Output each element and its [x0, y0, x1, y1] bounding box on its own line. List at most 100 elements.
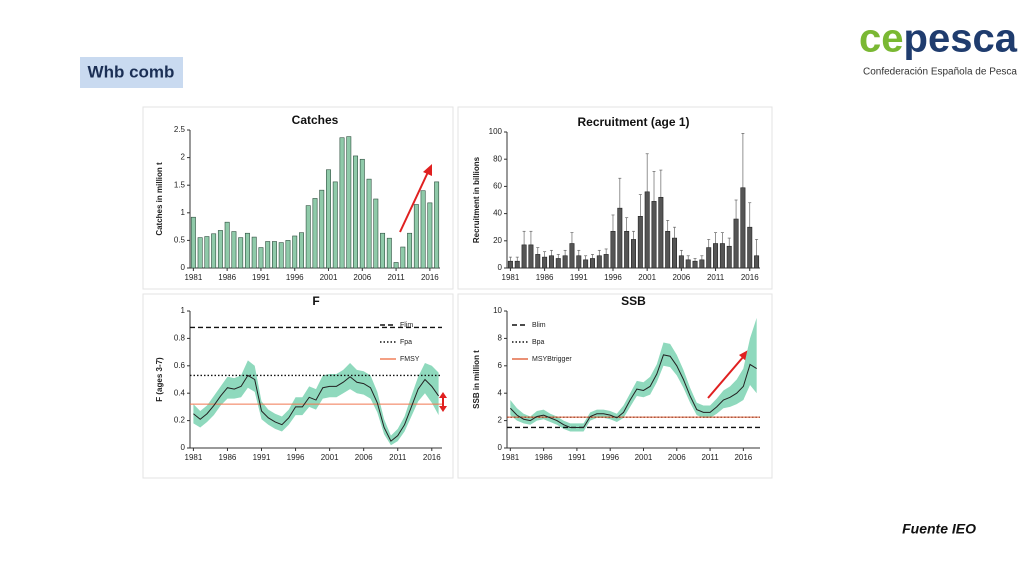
- bar: [747, 226, 753, 269]
- bar: [258, 247, 264, 269]
- bar: [366, 178, 372, 269]
- legend-label: FMSY: [400, 356, 420, 363]
- bar: [407, 232, 413, 269]
- x-tick-label: 2001: [321, 453, 339, 462]
- y-tick-label: 0.2: [174, 416, 186, 425]
- bar: [528, 244, 534, 269]
- bar: [420, 190, 426, 269]
- x-tick-label: 1996: [604, 273, 622, 282]
- bar: [555, 258, 561, 269]
- bar: [285, 240, 291, 269]
- legend-label: Fpa: [400, 339, 412, 346]
- legend-label: Bpa: [532, 339, 545, 346]
- x-tick-label: 1986: [535, 453, 553, 462]
- x-tick-label: 2001: [638, 273, 656, 282]
- panel: [142, 293, 454, 479]
- x-tick-label: 1986: [536, 273, 554, 282]
- arrow-head: [439, 406, 447, 412]
- bar: [319, 189, 325, 269]
- x-tick-label: 1981: [185, 453, 203, 462]
- logo: cepesca: [859, 17, 1018, 61]
- y-tick-label: 1: [181, 208, 186, 217]
- bar: [244, 232, 250, 269]
- bar: [271, 241, 277, 269]
- bar: [521, 244, 527, 269]
- y-tick-label: 1: [181, 306, 186, 315]
- x-tick-label: 2001: [320, 273, 338, 282]
- y-tick-label: 0.4: [174, 388, 186, 397]
- y-tick-label: 0: [498, 443, 503, 452]
- bar: [706, 247, 712, 269]
- bar: [583, 259, 589, 269]
- bar: [754, 255, 760, 269]
- charts: [142, 106, 773, 479]
- bar: [359, 158, 365, 269]
- y-tick-label: 0.8: [174, 334, 186, 343]
- bar: [353, 155, 359, 269]
- title-box: [80, 57, 183, 88]
- y-tick-label: 10: [493, 306, 502, 315]
- x-tick-label: 2006: [672, 273, 690, 282]
- x-tick-label: 1991: [568, 453, 586, 462]
- y-tick-label: 60: [493, 182, 502, 191]
- x-tick-label: 1981: [502, 273, 520, 282]
- y-axis-label: SSB in million t: [472, 350, 481, 409]
- bar: [576, 255, 582, 269]
- y-tick-label: 0: [181, 263, 186, 272]
- y-tick-label: 2: [498, 416, 503, 425]
- bar: [211, 233, 217, 269]
- bar: [719, 243, 725, 269]
- bar: [733, 218, 739, 269]
- bar: [603, 254, 609, 269]
- source: Fuente IEO: [902, 521, 976, 537]
- x-tick-label: 1986: [218, 273, 236, 282]
- bar: [617, 207, 623, 269]
- bar: [380, 232, 386, 269]
- x-tick-label: 2016: [423, 453, 441, 462]
- bar: [427, 202, 433, 269]
- trend-arrow: [399, 171, 429, 233]
- x-tick-label: 2006: [668, 453, 686, 462]
- bar: [713, 243, 719, 269]
- panel: [457, 293, 773, 479]
- y-axis-label: F (ages 3-7): [155, 357, 164, 402]
- y-tick-label: 80: [493, 154, 502, 163]
- x-tick-label: 1981: [184, 273, 202, 282]
- bar: [326, 169, 331, 269]
- slide-title: Whb comb: [88, 62, 175, 81]
- y-tick-label: 8: [498, 334, 503, 343]
- bar: [740, 187, 746, 269]
- chart-title: Recruitment (age 1): [577, 115, 689, 129]
- bar: [434, 181, 440, 269]
- y-axis-label: Recruitment in billions: [472, 156, 481, 243]
- bar: [562, 255, 568, 269]
- x-tick-label: 2016: [741, 273, 759, 282]
- bar: [346, 136, 352, 269]
- chart-title: Catches: [292, 113, 339, 127]
- bar: [535, 254, 541, 269]
- bar: [542, 256, 548, 269]
- bar: [507, 260, 513, 269]
- bar: [204, 236, 210, 269]
- y-tick-label: 0.6: [174, 361, 186, 370]
- x-tick-label: 2001: [635, 453, 653, 462]
- bar: [685, 259, 691, 269]
- bar: [190, 216, 196, 269]
- y-tick-label: 2.5: [174, 125, 186, 134]
- bar: [624, 230, 630, 269]
- y-tick-label: 0: [181, 443, 186, 452]
- x-tick-label: 1996: [287, 453, 305, 462]
- x-tick-label: 2006: [353, 273, 371, 282]
- y-tick-label: 20: [493, 236, 502, 245]
- bar: [305, 205, 311, 269]
- arrow-head: [423, 164, 432, 176]
- bar: [386, 237, 392, 269]
- bar: [400, 246, 406, 269]
- bar: [678, 255, 684, 269]
- y-tick-label: 0.5: [174, 236, 186, 245]
- bar: [413, 204, 419, 269]
- bar: [332, 181, 338, 269]
- x-tick-label: 2011: [701, 453, 719, 462]
- x-tick-label: 1996: [286, 273, 304, 282]
